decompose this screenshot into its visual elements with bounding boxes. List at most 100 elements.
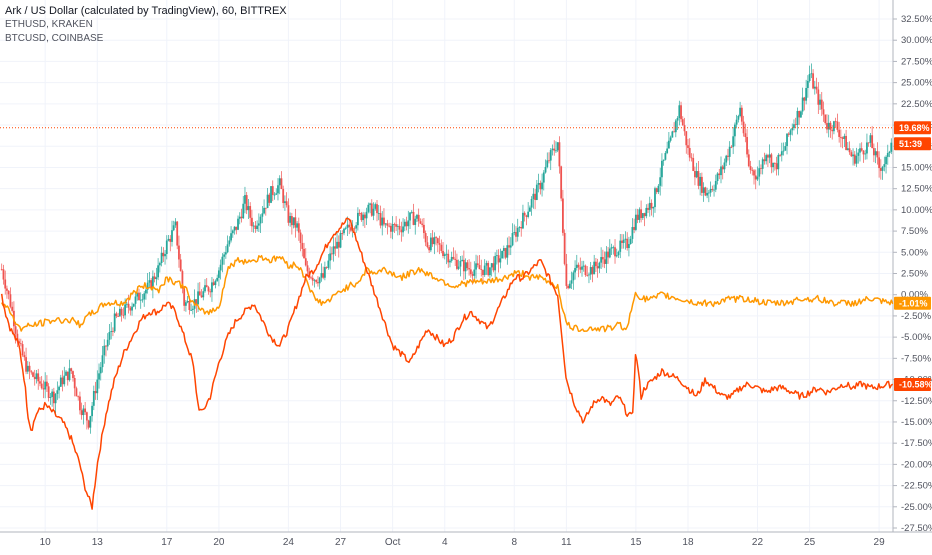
y-tick-label: -22.50% [901,481,932,492]
candle-body [659,177,662,186]
candle-body [567,285,570,289]
candle-body [277,185,279,194]
candle-body [709,188,712,193]
candle-body [416,214,418,219]
candle-body [424,233,427,243]
candle-body [690,157,693,159]
candle-body [332,246,335,255]
candle-body [132,303,135,307]
candle-body [393,224,396,225]
candle-body [167,238,170,241]
candle-body [753,170,755,176]
candle-body [761,159,764,169]
legend-series-eth: ETHUSD, KRAKEN [5,19,93,30]
candle-body [756,176,759,180]
candle-body [25,357,27,372]
y-tick-label: 30.00% [901,35,932,46]
candle-body [9,294,12,307]
last-value-tag [894,137,931,151]
candle-body [582,265,585,267]
candle-body [767,155,769,158]
candle-body [843,135,846,139]
candle-body [61,377,64,385]
candle-body [674,120,677,133]
candle-body [289,216,292,223]
candle-body [695,171,698,178]
candle-body [245,195,248,211]
candle-body [278,178,281,186]
candle-body [417,214,420,222]
candle-body [806,80,809,88]
candle-body [72,371,74,379]
candle-body [872,148,875,156]
candle-body [105,345,107,347]
candle-body [817,89,820,105]
candle-body [744,133,747,138]
candle-body [886,153,889,157]
candle-body [699,176,702,186]
candle-body [591,267,594,275]
candle-body [40,383,43,389]
candle-body [184,302,187,306]
y-tick-label: -27.50% [901,523,932,534]
chart-legend: Ark / US Dollar (calculated by TradingVi… [5,4,287,46]
candle-body [805,87,808,101]
last-value-tag [894,377,931,391]
series-line [1,254,894,333]
y-tick-label: 22.50% [901,99,932,110]
candle-body [82,408,85,416]
candle-body [833,121,835,132]
candle-body [800,111,802,118]
candle-body [77,396,80,398]
candle-body [829,122,832,130]
candle-body [44,381,47,390]
candle-body [56,390,59,394]
candle-body [94,390,97,394]
candle-body [834,121,837,123]
candle-body [520,226,523,229]
candle-body [256,225,259,229]
candle-body [846,148,849,151]
last-value-tag-label: 19.68% [899,123,930,133]
candle-body [435,237,437,239]
candle-body [266,194,269,209]
candle-body [23,355,26,358]
candle-body [824,114,827,124]
candle-body [294,217,297,228]
candle-body [647,207,649,210]
candle-body [79,396,81,411]
last-value-tag [894,121,931,135]
candle-body [26,365,29,372]
candle-body [257,223,260,226]
candle-body [303,248,305,259]
candle-body [386,223,389,226]
candle-body [228,240,231,245]
candle-body [58,386,60,391]
candle-body [287,205,290,223]
candle-body [14,326,17,334]
candle-body [337,241,340,248]
candle-body [598,262,601,269]
candle-body [593,261,596,275]
candle-body [839,136,842,138]
candle-body [157,265,159,278]
candle-body [273,194,276,196]
candle-body [878,157,881,169]
series-line [0,217,894,510]
legend-series-btc: BTCUSD, COINBASE [5,33,104,44]
candle-body [473,269,476,276]
candle-body [655,188,658,193]
candle-body [7,290,10,295]
candle-body [727,155,729,157]
candle-body [122,314,125,316]
candle-body [772,162,775,168]
candle-body [181,271,184,289]
candle-body [782,150,785,152]
candle-body [728,146,731,157]
candle-body [183,288,186,306]
candle-body [369,203,371,205]
x-tick-label: 20 [213,537,225,548]
candle-body [320,273,323,278]
